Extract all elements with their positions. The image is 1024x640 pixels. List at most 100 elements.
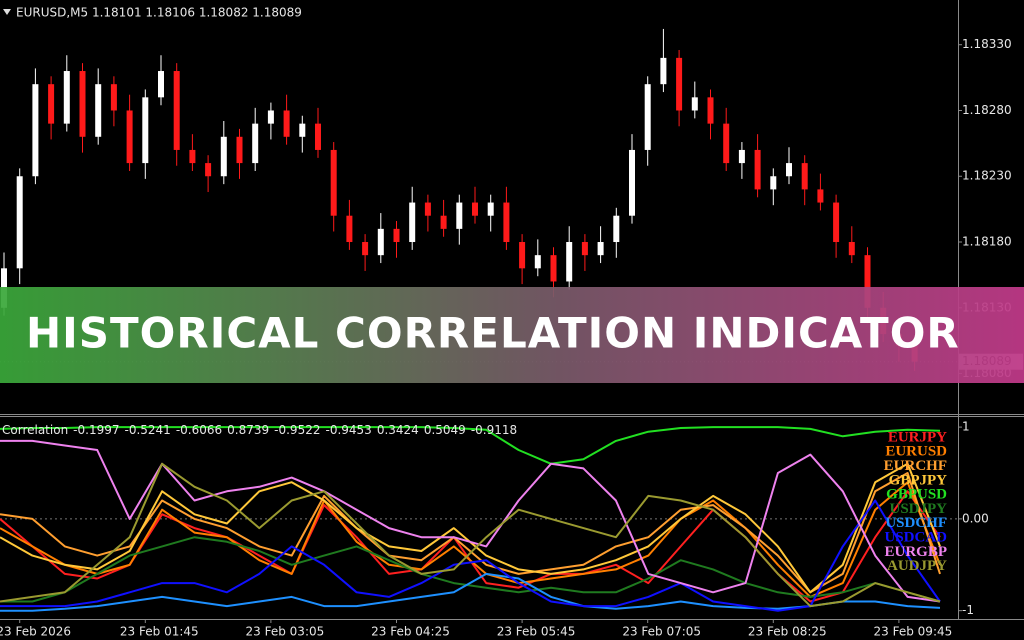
x-tick-label: 23 Feb 08:25: [748, 625, 827, 639]
candle-body: [189, 149, 196, 164]
y-tick-label: 1.18180: [962, 235, 1012, 249]
candle-body: [676, 57, 683, 111]
candle-body: [629, 149, 635, 216]
x-tick-label: 23 Feb 01:45: [120, 625, 199, 639]
candle-body: [644, 84, 651, 150]
legend-entry: EURCHF: [884, 458, 947, 474]
candle-body: [519, 242, 526, 269]
candle-body: [503, 202, 510, 243]
candle-body: [173, 71, 180, 150]
legend-entry: USDCHF: [885, 515, 947, 531]
y-tick-label: -1: [962, 603, 974, 617]
collapse-icon[interactable]: [3, 9, 11, 15]
candle-body: [142, 97, 149, 164]
candle-body: [691, 97, 698, 111]
candle-body: [110, 84, 117, 111]
candle-body: [32, 84, 39, 177]
banner-title: HISTORICAL CORRELATION INDICATOR: [26, 309, 960, 358]
candle-body: [205, 163, 212, 177]
x-tick-label: 23 Feb 05:45: [497, 625, 576, 639]
symbol-header: EURUSD,M5 1.18101 1.18106 1.18082 1.1808…: [16, 6, 302, 20]
candle-body: [393, 228, 400, 243]
y-tick-label: 0.00: [962, 511, 989, 525]
legend-entry: EURUSD: [885, 444, 947, 460]
candle-body: [472, 202, 478, 216]
legend-entry: USDJPY: [889, 501, 947, 517]
candle-body: [550, 255, 557, 282]
indicator-value: -0.1997: [73, 423, 119, 437]
candle-body: [817, 189, 824, 203]
candle-body: [362, 242, 369, 256]
candle-body: [283, 110, 290, 137]
candle-body: [267, 110, 274, 124]
correlation-line: [0, 481, 941, 598]
legend-entry: GBPUSD: [886, 487, 947, 503]
legend-entry: GBPJPY: [889, 472, 947, 488]
candle-body: [79, 71, 86, 137]
y-tick-label: 1: [962, 420, 970, 434]
indicator-value: -0.9522: [274, 423, 320, 437]
correlation-line: [0, 572, 941, 612]
candle-body: [456, 202, 463, 229]
indicator-name: Correlation: [2, 423, 68, 437]
x-tick-label: 23 Feb 04:25: [371, 625, 450, 639]
candle-body: [299, 123, 306, 137]
candle-body: [95, 84, 102, 137]
indicator-value: 0.8739: [227, 423, 269, 437]
x-tick-label: 23 Feb 07:05: [622, 625, 701, 639]
indicator-panel: 10.00-1EURJPYEURUSDEURCHFGBPJPYGBPUSDUSD…: [0, 420, 989, 617]
indicator-value: -0.6066: [176, 423, 222, 437]
candle-body: [534, 255, 541, 269]
candle-body: [158, 71, 164, 98]
indicator-value: 0.5049: [424, 423, 466, 437]
y-tick-label: 1.18330: [962, 37, 1012, 51]
correlation-line: [0, 499, 941, 612]
candle-body: [424, 202, 431, 216]
candle-body: [330, 149, 337, 216]
legend-entry: AUDJPY: [887, 558, 947, 574]
candle-body: [613, 215, 620, 243]
candle-body: [786, 163, 792, 177]
candle-body: [346, 215, 353, 243]
candle-body: [440, 215, 447, 229]
x-tick-label: 23 Feb 09:45: [874, 625, 953, 639]
candle-body: [770, 176, 777, 190]
correlation-line: [0, 439, 941, 603]
correlation-line: [0, 536, 941, 603]
candle-body: [252, 123, 259, 164]
candle-body: [315, 123, 321, 150]
y-tick-label: 1.18230: [962, 169, 1012, 183]
candle-body: [738, 149, 745, 164]
candle-body: [754, 149, 761, 190]
legend-entry: EURGBP: [884, 544, 947, 560]
candle-body: [707, 97, 714, 124]
y-tick-label: 1.18280: [962, 103, 1012, 117]
indicator-value: -0.5241: [125, 423, 171, 437]
correlation-line: [0, 472, 941, 594]
candle-body: [377, 228, 384, 256]
candle-body: [801, 163, 808, 190]
candle-body: [487, 202, 494, 216]
correlation-line: [0, 462, 941, 608]
candle-body: [597, 242, 604, 256]
candle-body: [723, 123, 730, 164]
legend-entry: USDCAD: [884, 530, 947, 546]
candle-body: [236, 136, 243, 164]
indicator-header: Correlation -0.1997 -0.5241 -0.6066 0.8739 -0…: [2, 423, 517, 437]
candle-body: [220, 136, 227, 177]
x-tick-label: 23 Feb 03:05: [246, 625, 325, 639]
candle-body: [833, 202, 840, 243]
legend-entry: EURJPY: [888, 429, 947, 445]
candle-body: [566, 242, 573, 282]
candle-body: [48, 84, 55, 124]
indicator-value: 0.3424: [377, 423, 419, 437]
indicator-value: -0.9118: [471, 423, 517, 437]
correlation-line: [0, 426, 941, 465]
indicator-value: -0.9453: [325, 423, 371, 437]
banner: HISTORICAL CORRELATION INDICATOR: [0, 287, 1024, 383]
x-tick-label: 23 Feb 2026: [0, 625, 71, 639]
banner-background: [0, 287, 1024, 383]
candle-body: [126, 110, 133, 164]
candle-body: [660, 57, 667, 85]
